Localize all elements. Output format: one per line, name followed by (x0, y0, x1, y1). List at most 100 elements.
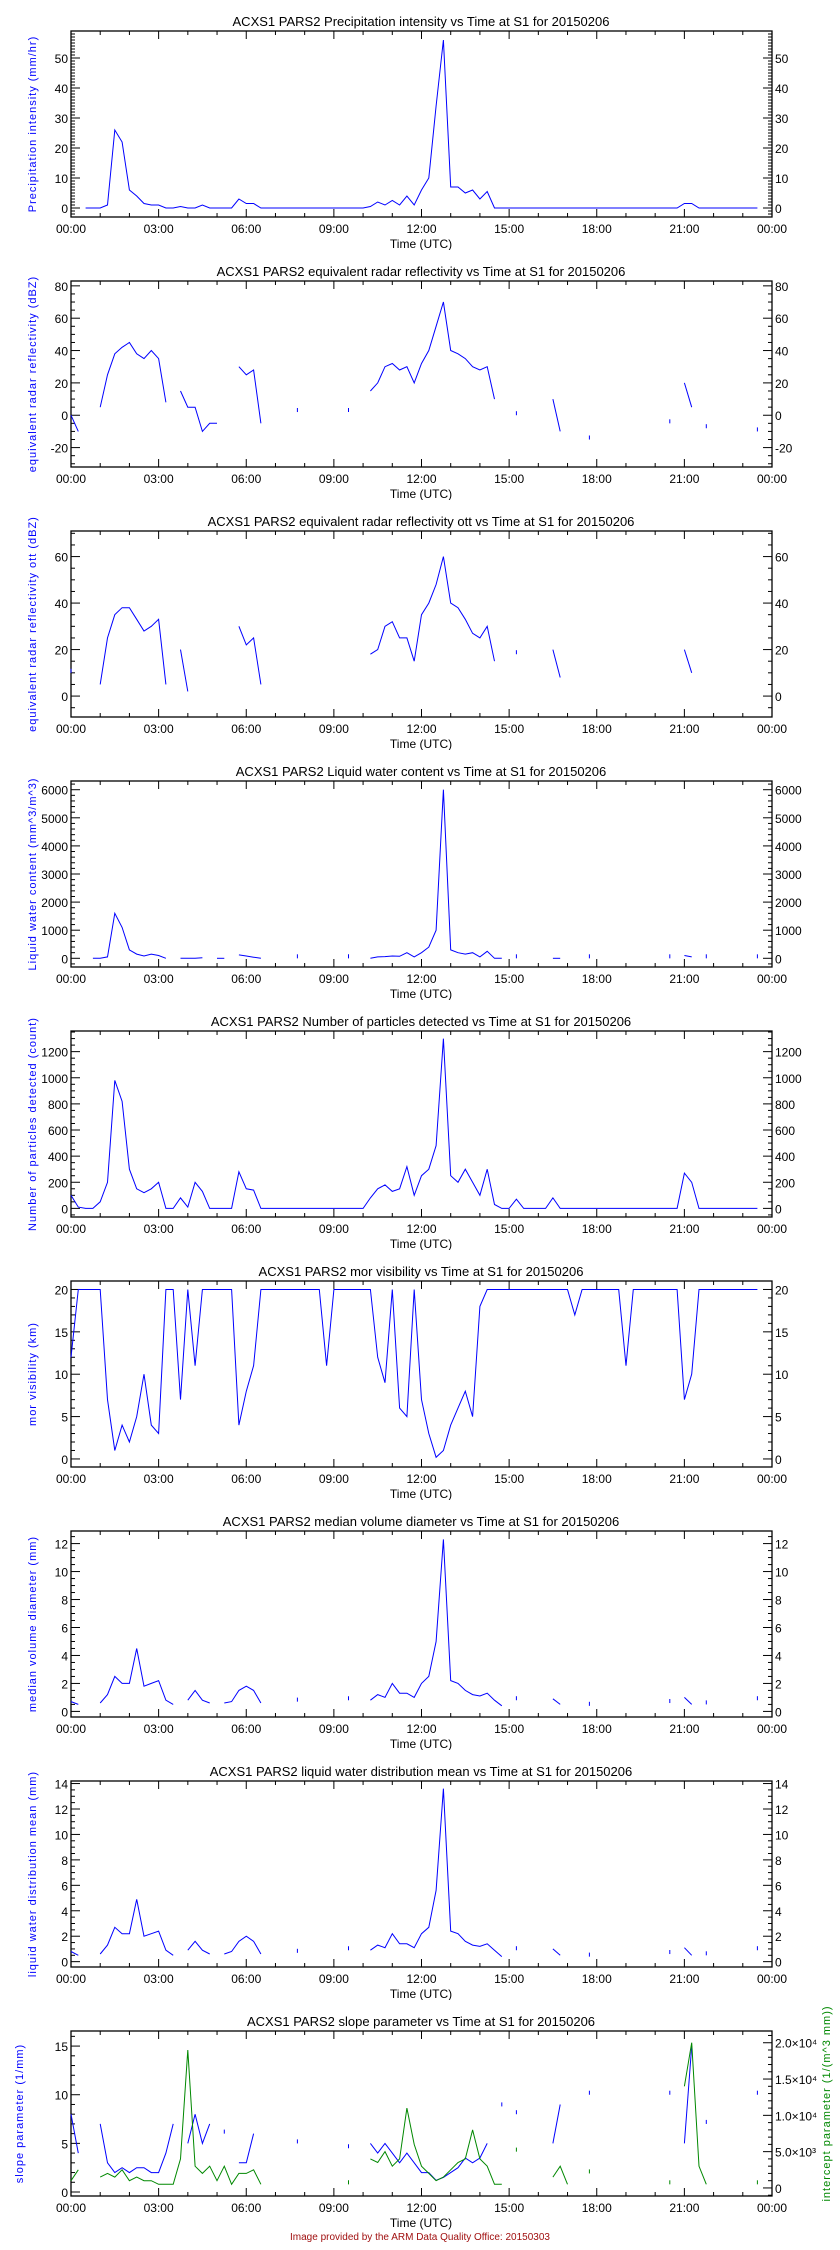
data-series-line (238, 954, 261, 959)
y-tick-label-right: 6 (775, 1879, 782, 1893)
chart-svg: ACXS1 PARS2 equivalent radar reflectivit… (27, 264, 793, 500)
y-axis-label: equivalent radar reflectivity (dBZ) (27, 276, 39, 472)
y-tick-label-right: 1000 (775, 1072, 802, 1086)
y-tick-label-right: 800 (775, 1098, 795, 1112)
x-tick-label: 18:00 (582, 2201, 612, 2215)
x-tick-label: 00:00 (757, 1222, 787, 1236)
y-tick-label: 1000 (41, 924, 68, 938)
chart-title: ACXS1 PARS2 liquid water distribution me… (210, 1764, 632, 1779)
y-tick-label-right: 20 (775, 377, 789, 391)
y-tick-label: 12 (55, 1538, 69, 1552)
y-tick-label-right: 10 (775, 1368, 789, 1382)
data-series-line (370, 1788, 503, 1957)
x-axis-label: Time (UTC) (390, 1237, 452, 1250)
y-tick-label: 0 (61, 1956, 68, 1970)
data-series-line (238, 626, 262, 685)
x-axis-label: Time (UTC) (390, 487, 452, 500)
y2-tick-label: 2.0×10⁴ (775, 2037, 817, 2051)
y-tick-label: 15 (55, 1326, 69, 1340)
y-tick-label: 5000 (41, 812, 68, 826)
y-tick-label-right: 0 (775, 202, 782, 216)
y-tick-label: 15 (55, 2040, 69, 2054)
y-tick-label: 40 (55, 597, 69, 611)
x-tick-label: 12:00 (406, 472, 436, 486)
y-tick-label-right: 5000 (775, 812, 802, 826)
y-tick-label-right: -20 (775, 442, 793, 456)
x-tick-label: 15:00 (494, 1972, 524, 1986)
chart-svg: ACXS1 PARS2 Liquid water content vs Time… (27, 764, 802, 1000)
y-tick-label-right: 15 (775, 1326, 789, 1340)
x-tick-label: 00:00 (757, 722, 787, 736)
y-tick-label: 0 (61, 952, 68, 966)
x-tick-label: 18:00 (582, 1222, 612, 1236)
x-tick-label: 21:00 (669, 222, 699, 236)
data-series-line (552, 1948, 561, 1956)
y-tick-label: 3000 (41, 868, 68, 882)
data-series-line (85, 39, 758, 209)
x-tick-label: 06:00 (231, 1972, 261, 1986)
x-tick-label: 00:00 (757, 222, 787, 236)
data-series-line (224, 1685, 262, 1704)
x-tick-label: 00:00 (56, 1472, 86, 1486)
y-axis-label: Precipitation intensity (mm/hr) (27, 36, 39, 213)
y-tick-label: 50 (55, 52, 69, 66)
x-axis-label: Time (UTC) (390, 2216, 452, 2230)
plot-frame (70, 1780, 773, 1968)
footer-credit: Image provided by the ARM Data Quality O… (290, 2232, 550, 2243)
x-tick-label: 03:00 (144, 1972, 174, 1986)
x-tick-label: 12:00 (406, 1972, 436, 1986)
y-tick-label-right: 200 (775, 1176, 795, 1190)
chart-panel: ACXS1 PARS2 Number of particles detected… (0, 1000, 840, 1250)
y-tick-label-right: 4 (775, 1649, 782, 1663)
y-tick-label: 2 (61, 1677, 68, 1691)
y-axis-label: liquid water distribution mean (mm) (27, 1771, 39, 1977)
x-tick-label: 00:00 (56, 722, 86, 736)
y-axis-label: mor visibility (km) (27, 1322, 39, 1426)
y-tick-label: 20 (55, 644, 69, 658)
y-tick-label: 800 (48, 1098, 68, 1112)
chart-panel: ACXS1 PARS2 liquid water distribution me… (0, 1750, 840, 2000)
data-series-line (370, 1539, 503, 1707)
intercept-series-line (683, 2042, 707, 2185)
chart-panel: ACXS1 PARS2 equivalent radar reflectivit… (0, 250, 840, 500)
x-tick-label: 21:00 (669, 1722, 699, 1736)
data-series-line (99, 1899, 174, 1956)
chart-svg: ACXS1 PARS2 Precipitation intensity vs T… (27, 14, 789, 250)
x-tick-label: 09:00 (319, 472, 349, 486)
x-tick-label: 03:00 (144, 2201, 174, 2215)
y-tick-label-right: 80 (775, 280, 789, 294)
y-tick-label-right: 1000 (775, 924, 802, 938)
y-tick-label: 6 (61, 1879, 68, 1893)
data-series-line (552, 1698, 561, 1705)
x-tick-label: 03:00 (144, 222, 174, 236)
x-axis-label: Time (UTC) (390, 1487, 452, 1500)
x-tick-label: 18:00 (582, 972, 612, 986)
y-tick-label-right: 0 (775, 690, 782, 704)
y-tick-label-right: 400 (775, 1150, 795, 1164)
data-series-line (99, 1648, 174, 1705)
chart-panel: ACXS1 PARS2 equivalent radar reflectivit… (0, 500, 840, 750)
x-tick-label: 12:00 (406, 722, 436, 736)
data-series-line (684, 1947, 693, 1956)
x-tick-label: 00:00 (757, 972, 787, 986)
y-tick-label-right: 600 (775, 1124, 795, 1138)
y-tick-label: 6 (61, 1621, 68, 1635)
chart-panel: ACXS1 PARS2 mor visibility vs Time at S1… (0, 1250, 840, 1500)
y-tick-label-right: 3000 (775, 868, 802, 882)
y-tick-label-right: 0 (775, 1956, 782, 1970)
y-tick-label-right: 40 (775, 345, 789, 359)
y-tick-label-right: 30 (775, 112, 789, 126)
y-tick-label: 0 (61, 202, 68, 216)
plot-frame (70, 1030, 773, 1218)
x-tick-label: 00:00 (757, 1722, 787, 1736)
data-series-line (92, 911, 167, 959)
y-tick-label: 0 (61, 409, 68, 423)
chart-title: ACXS1 PARS2 Precipitation intensity vs T… (233, 14, 610, 29)
y-tick-label: 10 (55, 1828, 69, 1842)
y-tick-label: 80 (55, 280, 69, 294)
y-tick-label-right: 20 (775, 1283, 789, 1297)
x-tick-label: 00:00 (56, 1972, 86, 1986)
y-axis-label: median volume diameter (mm) (27, 1536, 39, 1712)
chart-panel: ACXS1 PARS2 slope parameter vs Time at S… (0, 2000, 840, 2250)
x-tick-label: 15:00 (494, 222, 524, 236)
